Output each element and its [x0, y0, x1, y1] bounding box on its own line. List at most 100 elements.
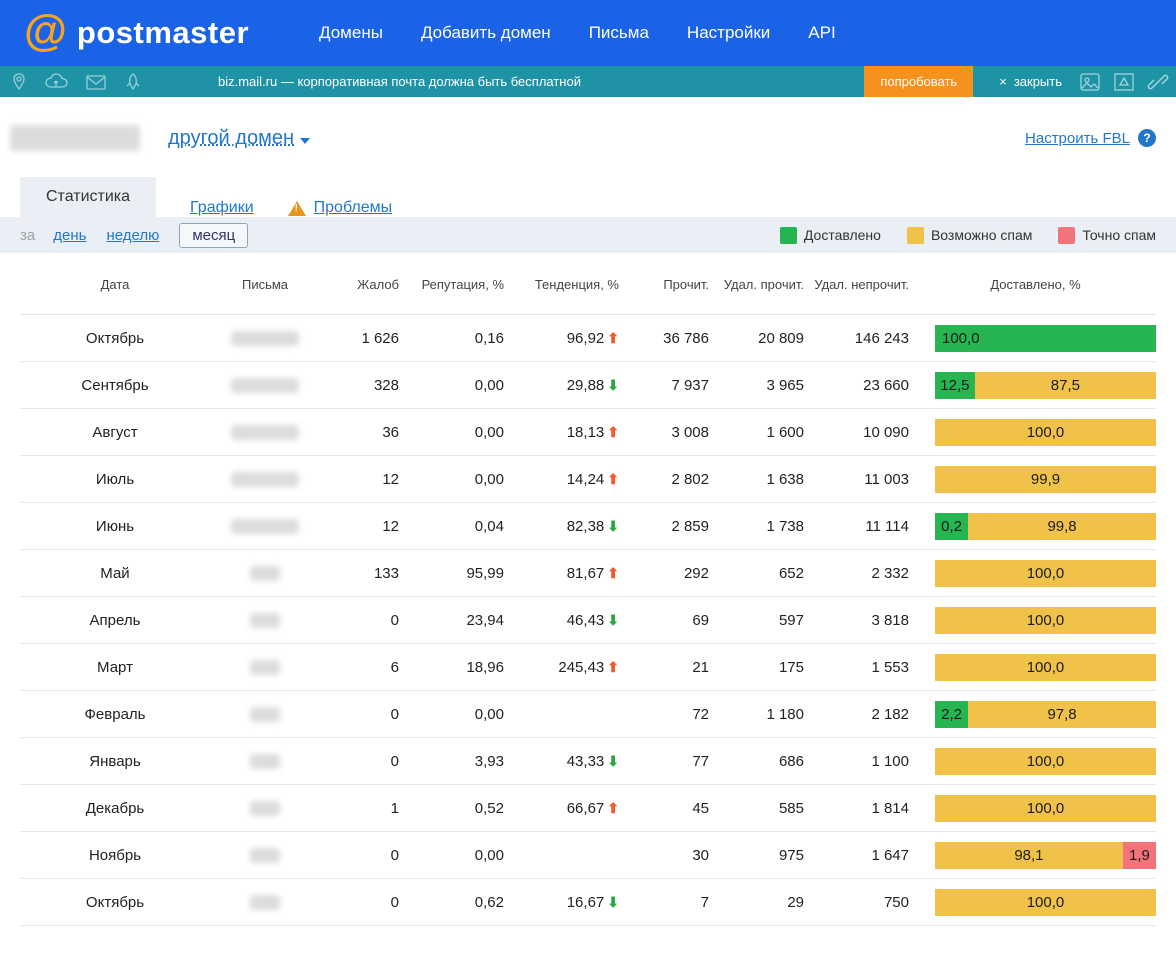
- complaints-cell: 1 626: [320, 330, 405, 347]
- tab-статистика[interactable]: Статистика: [20, 177, 156, 217]
- column-header: Удал. непрочит.: [810, 277, 915, 293]
- deleted-read-cell: 1 738: [715, 518, 810, 535]
- delivered-bar-cell: 100,0: [915, 748, 1156, 775]
- deleted-read-cell: 1 638: [715, 471, 810, 488]
- postmaster-logo[interactable]: @ postmaster: [24, 13, 249, 53]
- complaints-cell: 0: [320, 706, 405, 723]
- deleted-unread-cell: 2 182: [810, 706, 915, 723]
- complaints-cell: 1: [320, 800, 405, 817]
- nav-item-настройки[interactable]: Настройки: [687, 23, 770, 43]
- blurred-letters-value: [231, 472, 299, 487]
- help-icon[interactable]: ?: [1138, 129, 1156, 147]
- reputation-cell: 23,94: [405, 612, 510, 629]
- deleted-read-cell: 686: [715, 753, 810, 770]
- table-row: Январь03,9343,33⬇776861 100100,0: [20, 738, 1156, 785]
- column-header: Прочит.: [625, 277, 715, 293]
- deleted-unread-cell: 11 114: [810, 518, 915, 535]
- trend-down-arrow-icon: ⬇: [607, 894, 619, 910]
- date-cell: Июнь: [20, 518, 210, 535]
- deleted-read-cell: 1 180: [715, 706, 810, 723]
- date-cell: Сентябрь: [20, 377, 210, 394]
- deleted-read-cell: 975: [715, 847, 810, 864]
- letters-cell: [210, 519, 320, 534]
- delivered-bar: 2,297,8: [935, 701, 1156, 728]
- period-option-месяц[interactable]: месяц: [179, 223, 248, 248]
- letters-cell: [210, 566, 320, 581]
- delivered-bar: 100,0: [935, 795, 1156, 822]
- legend-item: Точно спам: [1058, 227, 1156, 244]
- deleted-unread-cell: 2 332: [810, 565, 915, 582]
- period-option-неделю[interactable]: неделю: [106, 227, 159, 244]
- nav-item-api[interactable]: API: [808, 23, 835, 43]
- trend-value: 96,92: [567, 330, 605, 347]
- blurred-letters-value: [250, 754, 280, 769]
- deleted-read-cell: 20 809: [715, 330, 810, 347]
- table-header-row: ДатаПисьмаЖалобРепутация, %Тенденция, %П…: [20, 253, 1156, 315]
- reputation-cell: 0,52: [405, 800, 510, 817]
- banner-close-button[interactable]: × закрыть: [999, 74, 1062, 89]
- nav-item-добавить-домен[interactable]: Добавить домен: [421, 23, 551, 43]
- other-domain-link[interactable]: другой домен: [168, 127, 310, 150]
- period-option-день[interactable]: день: [53, 227, 86, 244]
- deleted-unread-cell: 1 647: [810, 847, 915, 864]
- legend-swatch: [780, 227, 797, 244]
- letters-cell: [210, 378, 320, 393]
- date-cell: Октябрь: [20, 894, 210, 911]
- frame-doodle-icon: [1112, 70, 1136, 94]
- delivered-bar-cell: 99,9: [915, 466, 1156, 493]
- try-button[interactable]: попробовать: [864, 66, 973, 97]
- trend-cell: 81,67⬆: [510, 565, 625, 582]
- read-cell: 2 802: [625, 471, 715, 488]
- tab-графики[interactable]: Графики: [190, 199, 254, 217]
- delivered-bar-cell: 98,11,9: [915, 842, 1156, 869]
- column-header: Жалоб: [320, 277, 405, 293]
- date-cell: Июль: [20, 471, 210, 488]
- delivered-bar-cell: 100,0: [915, 607, 1156, 634]
- read-cell: 69: [625, 612, 715, 629]
- table-row: Сентябрь3280,0029,88⬇7 9373 96523 66012,…: [20, 362, 1156, 409]
- period-prefix: за: [20, 227, 35, 244]
- legend-swatch: [1058, 227, 1075, 244]
- reputation-cell: 0,16: [405, 330, 510, 347]
- read-cell: 72: [625, 706, 715, 723]
- date-cell: Февраль: [20, 706, 210, 723]
- domain-row: другой домен Настроить FBL ?: [0, 97, 1176, 151]
- trend-cell: 16,67⬇: [510, 894, 625, 911]
- delivered-bar-cell: 100,0: [915, 560, 1156, 587]
- table-row: Октябрь00,6216,67⬇729750100,0: [20, 879, 1156, 926]
- trend-cell: 96,92⬆: [510, 330, 625, 347]
- read-cell: 45: [625, 800, 715, 817]
- statistics-table: ДатаПисьмаЖалобРепутация, %Тенденция, %П…: [0, 253, 1176, 926]
- trend-up-arrow-icon: ⬆: [607, 330, 619, 346]
- read-cell: 7 937: [625, 377, 715, 394]
- letters-cell: [210, 425, 320, 440]
- trend-down-arrow-icon: ⬇: [607, 612, 619, 628]
- deleted-unread-cell: 3 818: [810, 612, 915, 629]
- reputation-cell: 0,04: [405, 518, 510, 535]
- legend: ДоставленоВозможно спамТочно спам: [780, 227, 1156, 244]
- trend-value: 82,38: [567, 518, 605, 535]
- top-navigation-bar: @ postmaster Домены Добавить домен Письма Н…: [0, 0, 1176, 66]
- deleted-read-cell: 29: [715, 894, 810, 911]
- promo-banner: biz.mail.ru — корпоративная почта должна…: [0, 66, 1176, 97]
- table-row: Ноябрь00,00309751 64798,11,9: [20, 832, 1156, 879]
- bar-segment-green: 100,0: [935, 325, 1156, 352]
- bar-segment-red: 1,9: [1123, 842, 1156, 869]
- tab-проблемы[interactable]: Проблемы: [288, 199, 392, 217]
- legend-item: Доставлено: [780, 227, 881, 244]
- nav-item-письма[interactable]: Письма: [589, 23, 649, 43]
- reputation-cell: 0,00: [405, 377, 510, 394]
- read-cell: 3 008: [625, 424, 715, 441]
- period-options: день неделю месяц: [53, 223, 248, 248]
- configure-fbl-link[interactable]: Настроить FBL: [1025, 130, 1130, 147]
- trend-up-arrow-icon: ⬆: [607, 800, 619, 816]
- delivered-bar-cell: 100,0: [915, 419, 1156, 446]
- nav-item-домены[interactable]: Домены: [319, 23, 383, 43]
- bar-segment-yellow: 99,8: [968, 513, 1156, 540]
- letters-cell: [210, 331, 320, 346]
- deleted-unread-cell: 11 003: [810, 471, 915, 488]
- reputation-cell: 95,99: [405, 565, 510, 582]
- letters-cell: [210, 472, 320, 487]
- read-cell: 30: [625, 847, 715, 864]
- table-row: Апрель023,9446,43⬇695973 818100,0: [20, 597, 1156, 644]
